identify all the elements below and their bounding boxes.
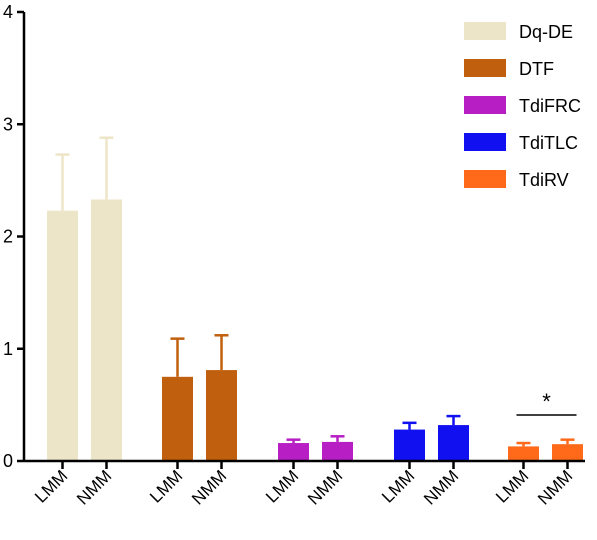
legend-swatch-tditlc [464, 133, 506, 151]
bar-tdifrc-lmm [278, 443, 309, 461]
x-tick-label: LMM [262, 466, 302, 506]
annotations: * [516, 389, 577, 416]
x-axis: LMM NMM LMM NMM LMM NMM LMM NMM LMM NMM [24, 459, 585, 509]
y-tick-label: 3 [3, 114, 13, 134]
bar-tditlc-nmm [438, 425, 469, 461]
bar-tdifrc-nmm [322, 441, 353, 461]
legend-label-tdirv: TdiRV [519, 170, 569, 190]
legend-label-tdifrc: TdiFRC [519, 96, 581, 116]
y-tick-label: 0 [3, 451, 13, 471]
bars-layer [47, 136, 583, 461]
bar-tdirv-lmm [508, 446, 539, 461]
x-tick-label: LMM [31, 466, 71, 506]
legend-swatch-tdifrc [464, 96, 506, 114]
legend-swatch-tdirv [464, 170, 506, 188]
x-tick-label: NMM [73, 466, 115, 508]
legend-swatch-dtf [464, 59, 506, 77]
x-tick-label: LMM [492, 466, 532, 506]
bar-tdirv-nmm [552, 444, 583, 461]
x-tick-label: LMM [146, 466, 186, 506]
legend-label-dq-de: Dq-DE [519, 22, 573, 42]
y-axis: 0 1 2 3 4 [3, 2, 26, 471]
y-tick-label: 4 [3, 2, 13, 22]
x-tick-label: NMM [420, 466, 462, 508]
legend-label-tditlc: TdiTLC [519, 133, 578, 153]
x-tick-label: NMM [304, 466, 346, 508]
y-tick-label: 1 [3, 339, 13, 359]
bar-dq-de-lmm [47, 210, 78, 461]
legend: Dq-DE DTF TdiFRC TdiTLC TdiRV [464, 22, 581, 190]
significance-label: * [542, 389, 551, 414]
y-tick-label: 2 [3, 227, 13, 247]
x-tick-label: LMM [378, 466, 418, 506]
x-tick-label: NMM [188, 466, 230, 508]
x-tick-label: NMM [534, 466, 576, 508]
legend-label-dtf: DTF [519, 59, 554, 79]
legend-swatch-dq-de [464, 22, 506, 40]
bar-dtf-lmm [162, 376, 193, 461]
bar-tditlc-lmm [394, 429, 425, 461]
bar-dq-de-nmm [91, 199, 122, 461]
bar-dtf-nmm [206, 370, 237, 461]
